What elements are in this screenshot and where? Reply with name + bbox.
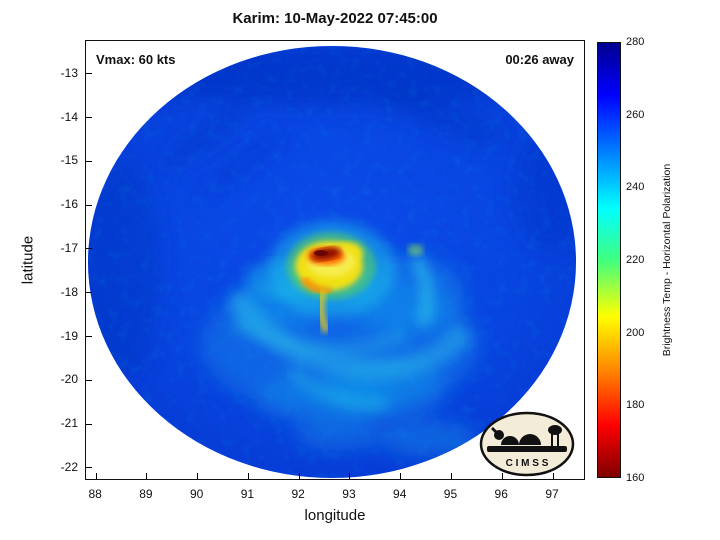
y-tick-mark	[86, 204, 92, 206]
x-tick-label: 89	[139, 487, 153, 501]
y-tick-label: -21	[60, 416, 78, 431]
eta-annotation: 00:26 away	[505, 52, 574, 67]
x-tick-mark	[400, 473, 402, 479]
colorbar-tick-label: 180	[626, 399, 645, 412]
x-tick-mark	[146, 473, 148, 479]
x-tick-label: 94	[393, 487, 407, 501]
y-tick-label: -18	[60, 284, 78, 299]
cimss-logo-silhouette	[487, 425, 567, 452]
y-tick-mark	[86, 160, 92, 162]
y-axis-label: latitude	[19, 235, 37, 285]
y-tick-mark	[86, 423, 92, 425]
x-tick-mark	[349, 473, 351, 479]
y-tick-mark	[86, 117, 92, 119]
y-tick-label: -13	[60, 65, 78, 80]
colorbar-tick-label: 200	[626, 326, 645, 339]
x-tick-label: 96	[494, 487, 508, 501]
x-tick-label: 91	[240, 487, 255, 501]
y-tick-label: -16	[60, 197, 78, 212]
x-tick-mark	[197, 473, 199, 479]
colorbar-label: Brightness Temp - Horizontal Polarizatio…	[661, 163, 673, 357]
y-tick-mark	[86, 467, 92, 469]
colorbar	[597, 42, 621, 478]
x-tick-label: 93	[342, 487, 356, 501]
x-axis-label: longitude	[304, 507, 366, 524]
x-tick-label: 95	[443, 487, 458, 501]
x-tick-mark	[450, 473, 452, 479]
vmax-annotation: Vmax: 60 kts	[96, 52, 176, 67]
cimss-logo: C I M S S	[479, 411, 575, 477]
x-tick-label: 90	[189, 487, 204, 501]
y-tick-label: -15	[60, 153, 78, 168]
colorbar-tick-label: 220	[626, 254, 645, 266]
y-tick-mark	[86, 292, 92, 294]
x-tick-mark	[552, 473, 554, 479]
x-tick-label: 88	[88, 487, 102, 501]
satellite-image	[87, 45, 577, 479]
y-tick-mark	[86, 248, 92, 250]
rainbands	[226, 254, 474, 411]
x-tick-mark	[95, 473, 97, 479]
y-tick-mark	[86, 73, 92, 75]
y-tick-mark	[86, 379, 92, 381]
colorbar-tick-label: 280	[626, 36, 645, 48]
x-tick-label: 97	[545, 487, 559, 501]
x-tick-mark	[298, 473, 300, 479]
colorbar-tick-label: 160	[626, 472, 645, 484]
y-tick-label: -17	[60, 240, 78, 255]
x-tick-label: 92	[291, 487, 305, 501]
storm-disk	[87, 45, 577, 479]
cimss-logo-text: C I M S S	[506, 458, 549, 469]
y-tick-label: -19	[60, 328, 78, 343]
y-tick-label: -22	[60, 459, 78, 474]
x-tick-mark	[247, 473, 249, 479]
plot-area: Vmax: 60 kts 00:26 away C I M S S	[85, 40, 585, 480]
colorbar-tick-label: 260	[626, 108, 645, 121]
colorbar-tick-label: 240	[626, 181, 645, 194]
y-tick-label: -14	[60, 109, 78, 124]
eye-feature	[245, 221, 396, 334]
plot-title: Karim: 10-May-2022 07:45:00	[232, 10, 438, 27]
y-tick-mark	[86, 336, 92, 338]
x-tick-mark	[501, 473, 503, 479]
y-tick-label: -20	[60, 372, 78, 387]
